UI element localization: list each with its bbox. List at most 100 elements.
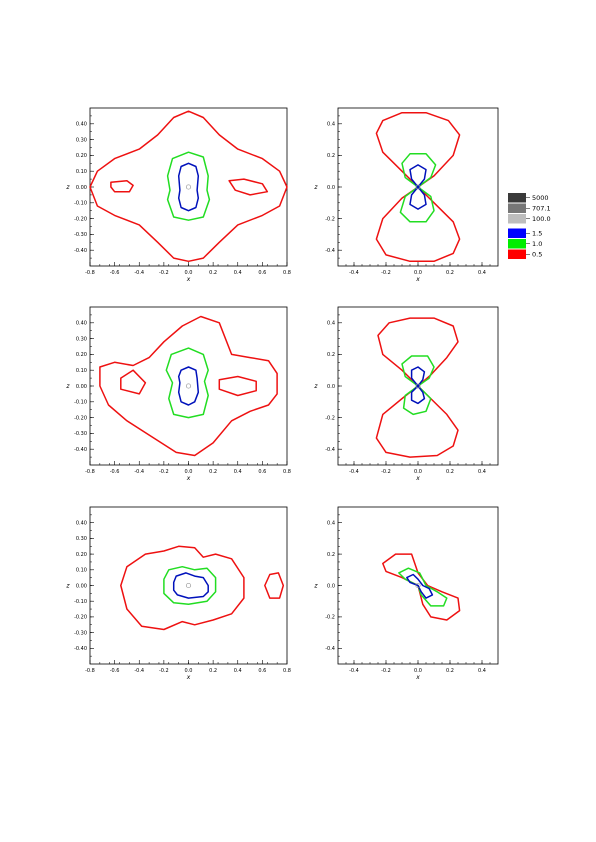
x-axis-label: x (186, 674, 191, 681)
x-axis-label: x (186, 276, 191, 283)
legend-swatch (508, 249, 526, 259)
panels: -0.8 -0.6 -0.4 -0.2 0.0 0.2 0.4 0.6 0.8 -0.40 -0.3… (65, 107, 499, 681)
x-tick-label: -0.6 (110, 469, 120, 475)
y-tick-label: 0.4 (327, 521, 335, 527)
legend-swatch (508, 214, 526, 224)
contour-green-1.0 (166, 151, 211, 221)
y-tick-label: 0.00 (76, 583, 87, 589)
x-tick-label: 0.2 (446, 469, 454, 475)
x-tick-label: -0.6 (110, 270, 120, 276)
panel-row2-left: -0.8 -0.6 -0.4 -0.2 0.0 0.2 0.4 0.6 0.8 -0.40 -0.3… (65, 306, 291, 482)
legend-label: 707.1 (532, 205, 551, 213)
y-tick-label: 0.10 (76, 169, 87, 175)
y-tick-label: 0.20 (76, 352, 87, 358)
y-axis-label: z (65, 583, 70, 590)
x-tick-label: 0.4 (478, 668, 486, 674)
x-tick-label: -0.2 (159, 469, 169, 475)
center-marker (185, 184, 192, 190)
y-tick-label: -0.2 (325, 615, 335, 621)
legend-label: 0.5 (532, 251, 542, 259)
x-tick-label: 0.4 (478, 270, 486, 276)
y-tick-label: 0.4 (327, 321, 335, 327)
x-tick-label: -0.4 (134, 270, 144, 276)
y-tick-label: 0.20 (76, 552, 87, 558)
contour-red-0.5 (89, 110, 288, 263)
contour-red-0.5 (218, 375, 257, 397)
x-tick-label: -0.4 (349, 270, 359, 276)
legend-label: 100.0 (532, 215, 551, 223)
contour-red-0.5 (264, 572, 285, 599)
contour-blue-1.5 (410, 366, 426, 405)
y-tick-label: 0.30 (76, 137, 87, 143)
x-tick-label: -0.2 (381, 668, 391, 674)
x-tick-label: -0.4 (134, 469, 144, 475)
center-marker (415, 184, 421, 190)
x-tick-label: 0.0 (185, 270, 193, 276)
y-tick-label: 0.2 (327, 552, 335, 558)
y-tick-label: -0.40 (74, 248, 87, 254)
y-tick-label: 0.4 (327, 122, 335, 128)
x-tick-label: 0.6 (258, 469, 266, 475)
center-marker (415, 383, 421, 389)
y-tick-label: -0.2 (325, 415, 335, 421)
x-tick-label: -0.4 (349, 668, 359, 674)
legend-label: 1.0 (532, 240, 542, 248)
y-tick-label: -0.20 (74, 615, 87, 621)
legend: 5000 707.1 100.0 1.5 1.0 0.5 (508, 193, 551, 259)
y-tick-label: 0.0 (327, 583, 335, 589)
y-tick-label: -0.20 (74, 415, 87, 421)
x-tick-label: 0.2 (446, 270, 454, 276)
center-marker (185, 582, 192, 589)
contour-blue-1.5 (406, 573, 434, 599)
y-tick-label: 0.40 (76, 122, 87, 128)
center-marker (415, 582, 421, 589)
x-axis-label: x (415, 674, 420, 681)
contour-blue-1.5 (172, 572, 209, 599)
y-tick-label: -0.4 (325, 447, 335, 453)
x-tick-label: 0.6 (258, 668, 266, 674)
y-tick-label: -0.10 (74, 400, 87, 406)
x-tick-label: 0.4 (234, 668, 242, 674)
y-tick-label: -0.30 (74, 431, 87, 437)
y-tick-label: 0.10 (76, 568, 87, 574)
y-tick-label: 0.30 (76, 336, 87, 342)
contour-red-0.5 (120, 545, 245, 631)
y-tick-label: -0.40 (74, 646, 87, 652)
panel-row3-right: -0.4 -0.2 0.0 0.2 0.4 -0.4 -0.2 0.0 0.2 0.4 x z (313, 506, 499, 681)
y-tick-label: 0.40 (76, 521, 87, 527)
panel-row1-left: -0.8 -0.6 -0.4 -0.2 0.0 0.2 0.4 0.6 0.8 -0.40 -0.3… (65, 107, 291, 283)
x-tick-label: -0.2 (159, 270, 169, 276)
y-axis-label: z (65, 383, 70, 390)
x-tick-label: 0.4 (234, 469, 242, 475)
x-tick-label: 0.2 (209, 668, 217, 674)
contour-green-1.0 (401, 355, 435, 416)
x-tick-label: 0.8 (283, 270, 291, 276)
y-axis-label: z (65, 184, 70, 191)
x-tick-label: -0.6 (110, 668, 120, 674)
x-axis-label: x (415, 276, 420, 283)
x-tick-label: 0.0 (414, 469, 422, 475)
y-tick-label: 0.0 (327, 384, 335, 390)
plot-frame (89, 306, 288, 466)
y-tick-label: 0.2 (327, 153, 335, 159)
panel-row3-left: -0.8 -0.6 -0.4 -0.2 0.0 0.2 0.4 0.6 0.8 -0.40 -0.3… (65, 506, 291, 681)
x-tick-label: 0.4 (478, 469, 486, 475)
x-tick-label: -0.8 (85, 668, 95, 674)
y-tick-label: -0.10 (74, 201, 87, 207)
y-tick-label: 0.20 (76, 153, 87, 159)
x-tick-label: 0.2 (446, 668, 454, 674)
y-tick-label: -0.2 (325, 216, 335, 222)
center-marker (185, 383, 192, 389)
legend-swatch (508, 239, 526, 249)
x-tick-label: 0.0 (414, 270, 422, 276)
x-tick-label: 0.8 (283, 668, 291, 674)
x-tick-label: -0.2 (381, 270, 391, 276)
contour-red-0.5 (99, 315, 278, 457)
contour-red-0.5 (228, 178, 269, 196)
contour-red-0.5 (382, 553, 461, 621)
contour-green-1.0 (165, 347, 209, 419)
x-tick-label: 0.0 (185, 668, 193, 674)
y-tick-label: -0.10 (74, 599, 87, 605)
y-tick-label: -0.30 (74, 232, 87, 238)
